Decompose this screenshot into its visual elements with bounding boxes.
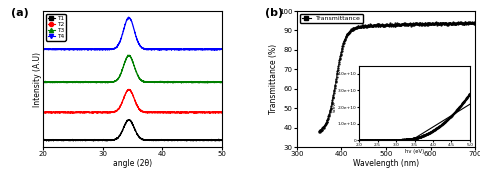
- Legend: Transmittance: Transmittance: [300, 14, 363, 23]
- Transmittance: [472, 22, 478, 24]
- Line: Transmittance: Transmittance: [319, 23, 475, 131]
- Y-axis label: Transmittance (%): Transmittance (%): [269, 44, 277, 114]
- Transmittance: [401, 23, 407, 26]
- Transmittance: [444, 22, 450, 24]
- X-axis label: angle (2θ): angle (2θ): [113, 159, 152, 168]
- Text: (b): (b): [264, 8, 283, 18]
- Y-axis label: Intensity (A.U): Intensity (A.U): [33, 52, 42, 107]
- Transmittance: [316, 130, 322, 132]
- Transmittance: [390, 24, 396, 26]
- Legend: T1, T2, T3, T4: T1, T2, T3, T4: [46, 14, 66, 41]
- X-axis label: Wavelength (nm): Wavelength (nm): [353, 159, 419, 168]
- Text: (a): (a): [11, 8, 29, 18]
- Transmittance: [409, 23, 415, 25]
- Transmittance: [391, 24, 397, 26]
- Transmittance: [468, 22, 474, 24]
